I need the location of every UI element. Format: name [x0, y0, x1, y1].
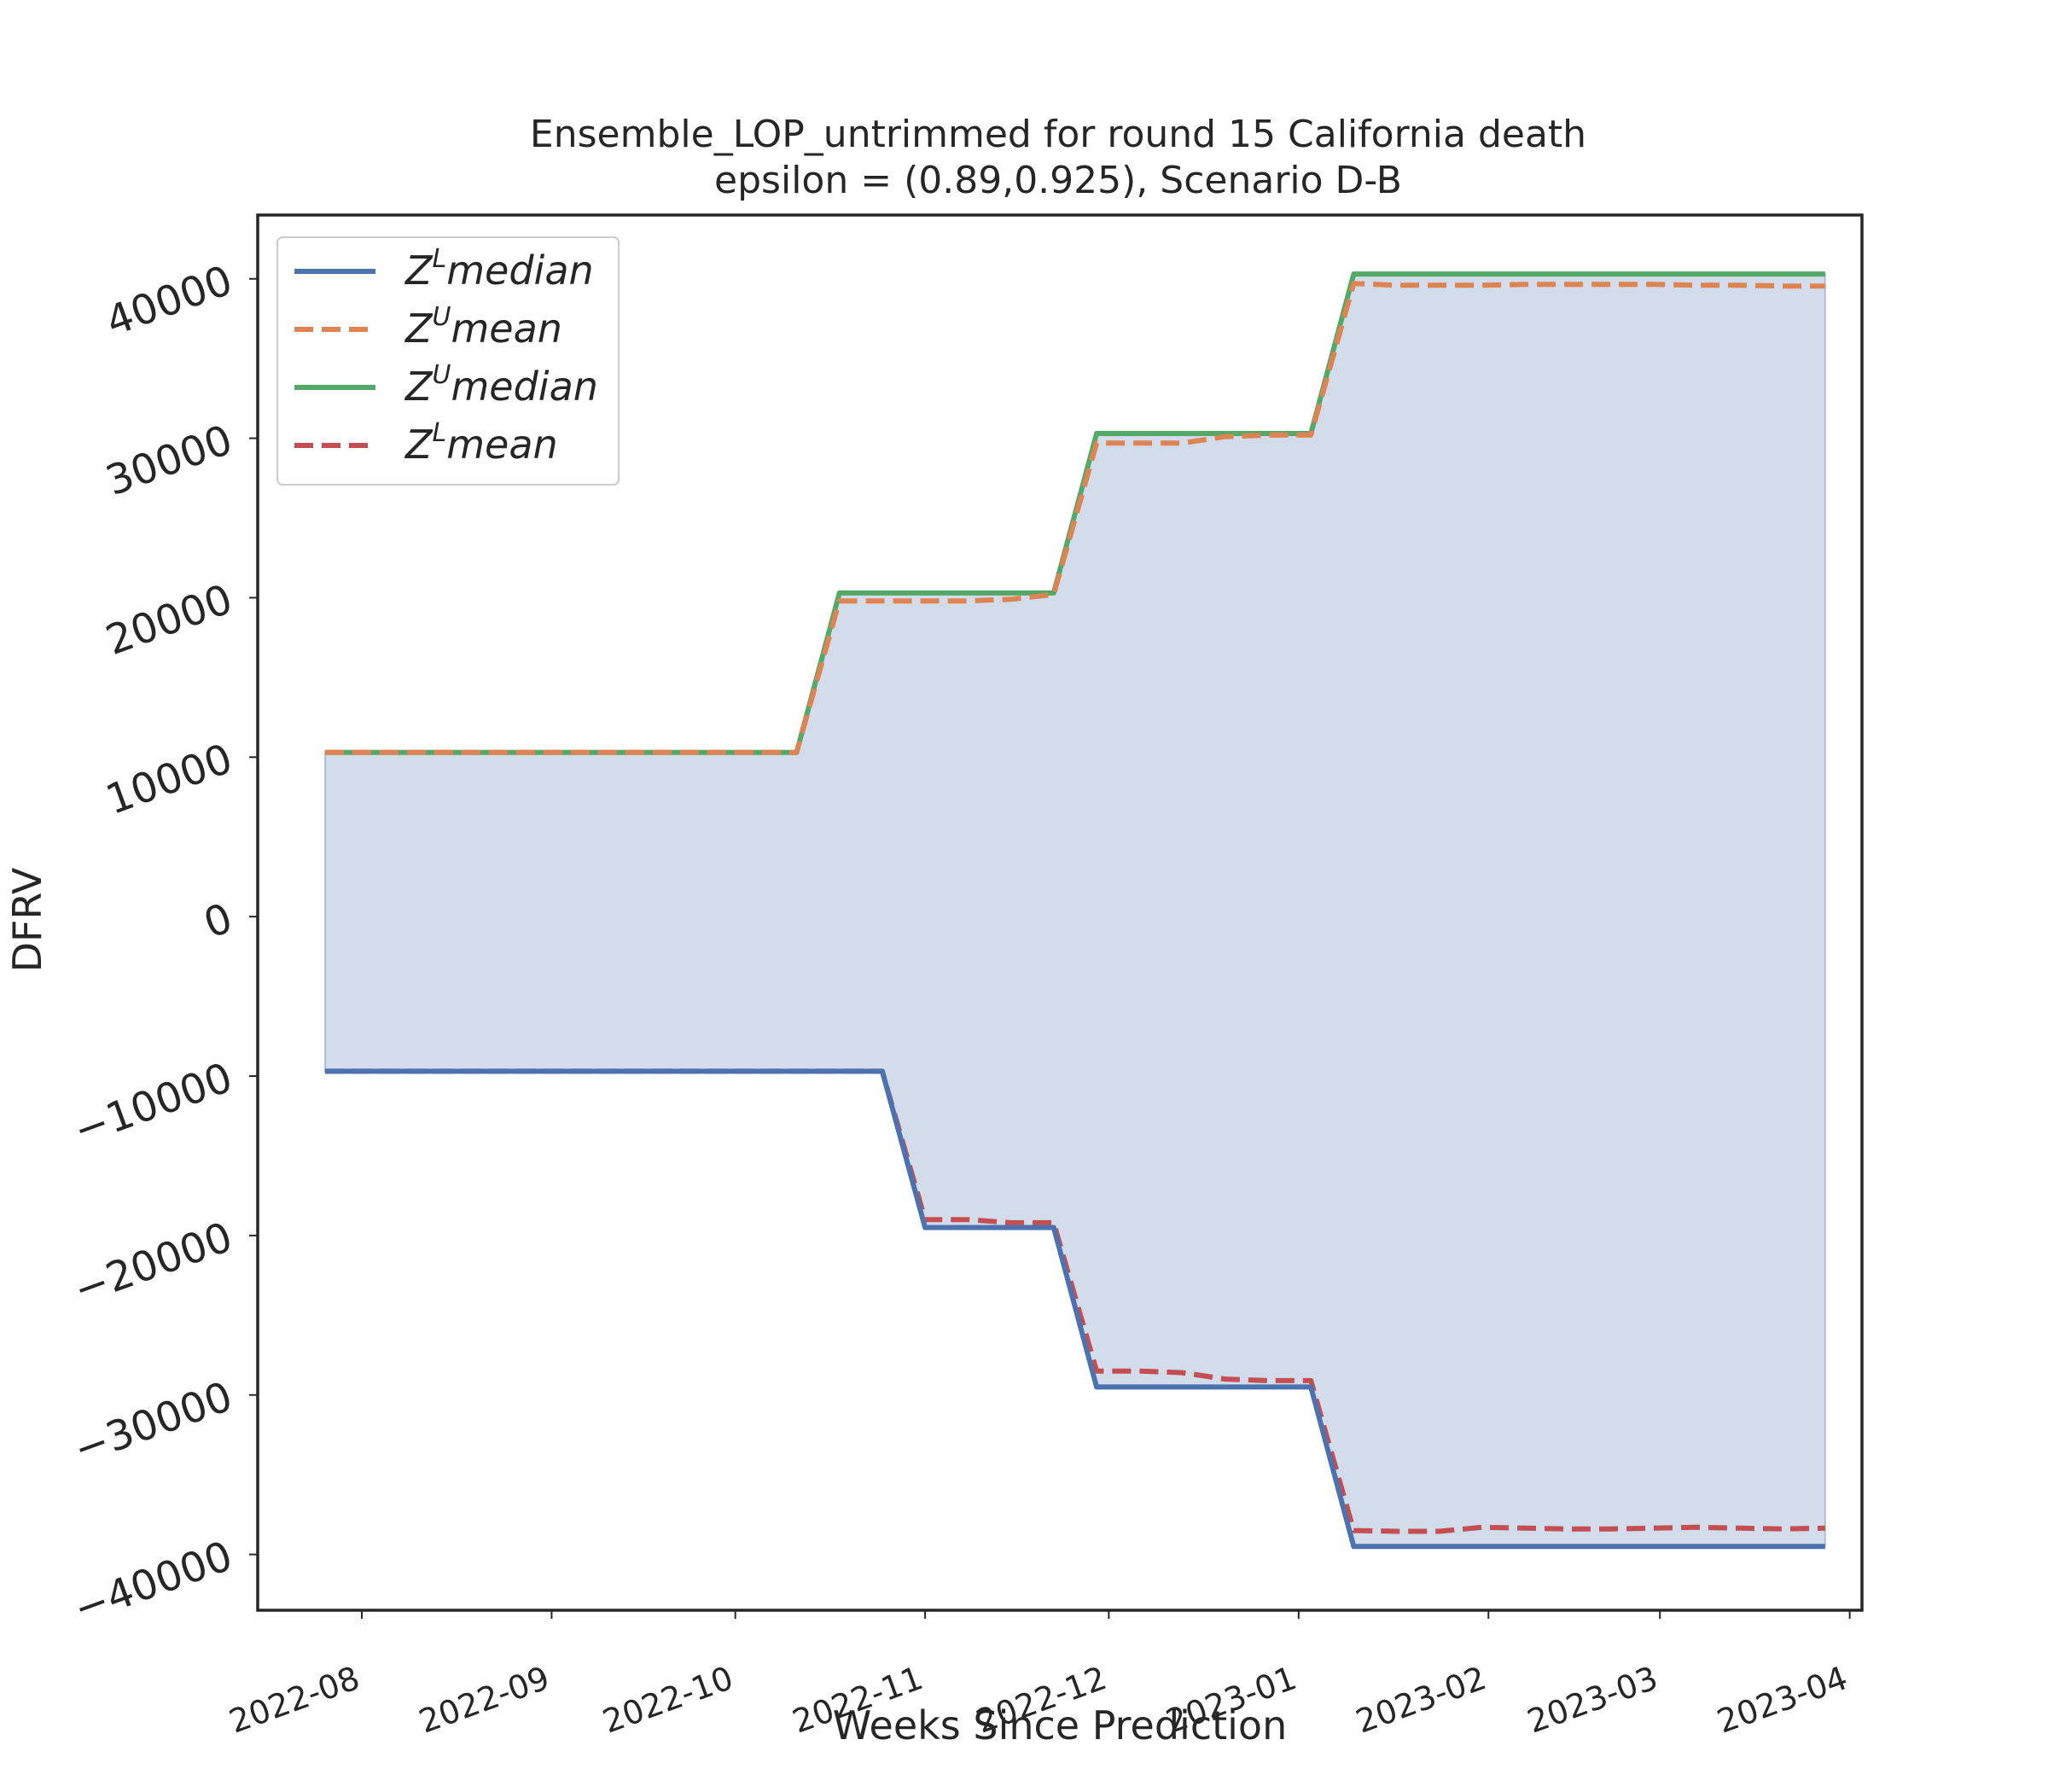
y-tick-label: 20000 [100, 575, 239, 665]
y-tick-label: 30000 [100, 416, 239, 505]
legend-box [276, 236, 620, 486]
x-tick-label: 2022-09 [414, 1659, 554, 1741]
x-tick-label: 2023-03 [1522, 1659, 1662, 1741]
series-line-1 [324, 1068, 1825, 1550]
y-tick-label: 0 [198, 894, 239, 948]
y-axis-label: DFRV [4, 867, 50, 972]
legend-label: ZLmean [404, 418, 558, 468]
axes-frame [256, 213, 1864, 1612]
x-axis-label: Weeks Since Prediction [833, 1702, 1287, 1748]
y-tick-label: −30000 [67, 1372, 238, 1474]
y-tick-label: −20000 [67, 1213, 238, 1315]
plot-area [323, 271, 1826, 1550]
legend-label: ZUmedian [404, 360, 598, 410]
legend-label: ZUmean [404, 302, 562, 352]
series-line-2 [324, 281, 1825, 755]
y-tick-label: 40000 [100, 256, 239, 346]
chart-subtitle: epsilon = (0.89,0.925), Scenario D-B [714, 159, 1402, 202]
x-tick-label: 2023-02 [1351, 1659, 1491, 1741]
chart-title: Ensemble_LOP_untrimmed for round 15 Cali… [530, 113, 1586, 156]
y-tick-label: 10000 [100, 735, 239, 824]
legend-label: ZLmedian [404, 244, 594, 294]
y-tick-label: −40000 [67, 1532, 238, 1633]
legend: ZLmedian ZUmean ZUmedian ZLmean [276, 236, 620, 486]
x-tick-label: 2023-04 [1712, 1659, 1852, 1741]
y-axis-ticks: −40000 −30000 −20000 −10000 0 10000 20000 30000… [67, 256, 258, 1633]
y-tick-label: −10000 [67, 1054, 238, 1155]
x-tick-label: 2022-10 [598, 1659, 738, 1741]
x-tick-label: 2022-08 [224, 1659, 364, 1741]
